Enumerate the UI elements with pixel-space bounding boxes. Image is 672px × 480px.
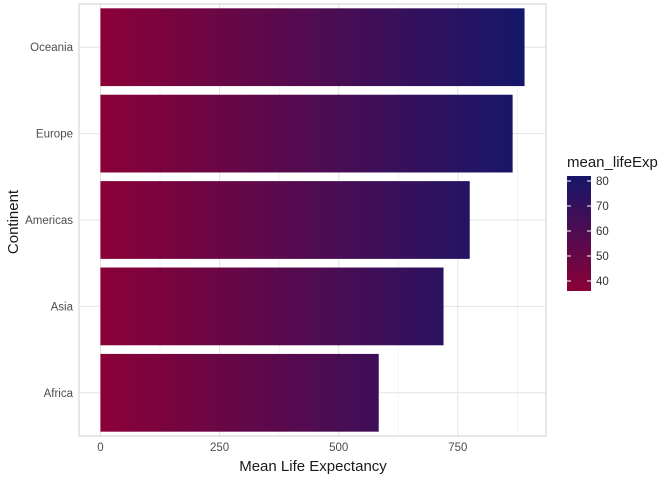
legend-tick-label: 60 (596, 226, 609, 238)
legend-tick-label: 40 (596, 276, 609, 288)
plot-panel (78, 3, 547, 437)
y-tick-label: Oceania (30, 42, 73, 54)
y-tick-label: Africa (44, 388, 74, 400)
bar-europe (100, 94, 513, 173)
x-axis-ticks: 0 250 500 750 (97, 442, 467, 454)
bars (100, 8, 525, 432)
x-tick-label: 750 (448, 442, 467, 454)
y-tick-label: Americas (25, 215, 73, 227)
legend-tick-label: 70 (596, 201, 609, 213)
legend-colorbar (567, 176, 591, 291)
legend-ticks: 40 50 60 70 80 (567, 176, 609, 288)
bar-oceania (100, 8, 525, 87)
legend-tick-label: 50 (596, 251, 609, 263)
y-axis-title: Continent (5, 189, 22, 254)
y-tick-label: Asia (51, 301, 74, 313)
x-tick-label: 500 (329, 442, 348, 454)
x-tick-label: 250 (210, 442, 229, 454)
y-tick-label: Europe (36, 129, 73, 141)
x-tick-label: 0 (97, 442, 103, 454)
x-axis-title: Mean Life Expectancy (239, 458, 387, 475)
color-legend: mean_lifeExp 40 50 60 70 80 (567, 154, 658, 291)
y-axis-ticks: Africa Asia Americas Europe Oceania (25, 42, 74, 400)
bar-americas (100, 181, 470, 259)
bar-asia (100, 267, 444, 346)
bar-africa (100, 353, 379, 432)
legend-title: mean_lifeExp (567, 154, 658, 171)
legend-tick-label: 80 (596, 176, 609, 188)
